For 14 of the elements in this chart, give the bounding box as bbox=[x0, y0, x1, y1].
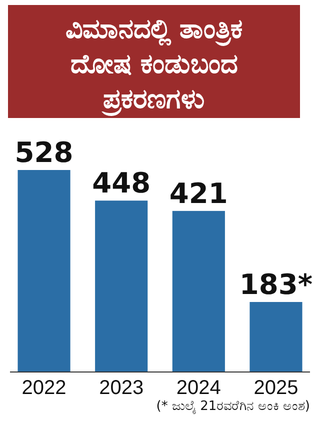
bar bbox=[172, 210, 225, 372]
x-tick-label: 2024 bbox=[176, 377, 221, 399]
text: (* ಜುಲೈ 21ರವರೆಗಿನ ಅಂಕಿ ಅಂಶ) bbox=[156, 399, 310, 414]
x-tick-label: 2023 bbox=[99, 377, 144, 399]
bar bbox=[250, 302, 302, 372]
data-label: 528 bbox=[14, 136, 74, 169]
x-tick-label: 2022 bbox=[22, 377, 66, 399]
chart-title: ವಿಮಾನದಲ್ಲಿ ತಾಂತ್ರಿಕ ದೋಷ ಕಂಡುಬಂದ ಪ್ರಕರಣಗಳು bbox=[65, 14, 243, 117]
data-label: 421 bbox=[169, 176, 228, 210]
bar bbox=[18, 170, 70, 372]
bar bbox=[95, 200, 148, 372]
data-label: 448 bbox=[92, 166, 151, 200]
x-tick-label: 2025 bbox=[254, 377, 298, 399]
data-label: 183* bbox=[239, 268, 313, 301]
